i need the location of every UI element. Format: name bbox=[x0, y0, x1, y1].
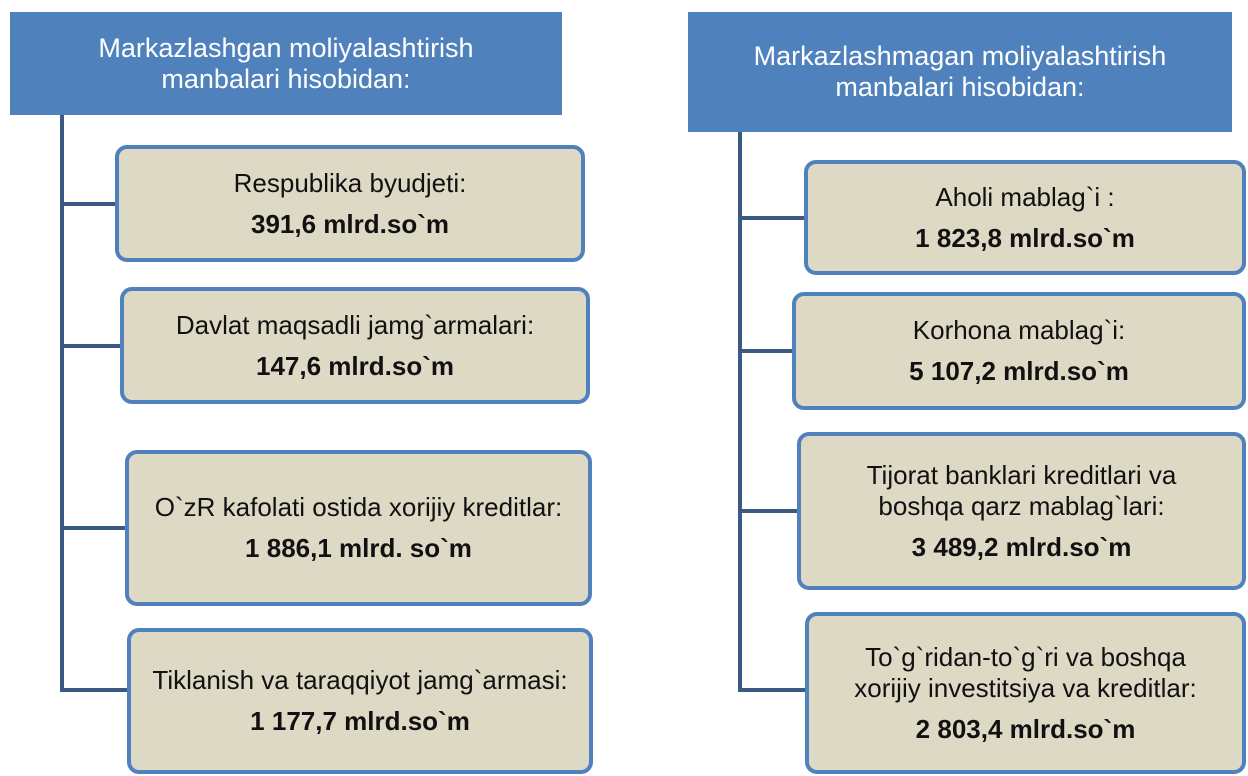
connector bbox=[738, 349, 792, 353]
connector bbox=[738, 215, 804, 220]
source-box: O`zR kafolati ostida xorijiy kreditlar: 1… bbox=[125, 450, 592, 606]
source-box: Aholi mablag`i : 1 823,8 mlrd.so`m bbox=[804, 160, 1246, 275]
source-label: Davlat maqsadli jamg`armalari: bbox=[175, 309, 535, 340]
connector bbox=[60, 688, 127, 692]
source-label: Aholi mablag`i : bbox=[935, 181, 1115, 212]
connector bbox=[60, 526, 125, 530]
connector bbox=[738, 509, 797, 513]
source-amount: 1 177,7 mlrd.so`m bbox=[250, 706, 470, 736]
connector bbox=[60, 343, 120, 348]
source-box: Korhona mablag`i: 5 107,2 mlrd.so`m bbox=[792, 292, 1246, 410]
connector bbox=[60, 115, 64, 692]
source-amount: 3 489,2 mlrd.so`m bbox=[911, 531, 1132, 562]
source-label: Korhona mablag`i: bbox=[912, 315, 1126, 345]
source-amount: 391,6 mlrd.so`m bbox=[251, 208, 449, 239]
source-label: Tijorat banklari kreditlari va boshqa qa… bbox=[866, 459, 1177, 521]
column-header: Markazlashmagan moliyalashtirish manbala… bbox=[688, 12, 1232, 132]
source-label: Tiklanish va taraqqiyot jamg`armasi: bbox=[152, 665, 568, 695]
source-box: Respublika byudjeti: 391,6 mlrd.so`m bbox=[115, 145, 585, 262]
source-box: Tijorat banklari kreditlari va boshqa qa… bbox=[797, 432, 1246, 590]
connector bbox=[738, 132, 742, 692]
source-label: To`g`ridan-to`g`ri va boshqa xorijiy inv… bbox=[854, 641, 1197, 703]
source-box: Davlat maqsadli jamg`armalari: 147,6 mlrd… bbox=[120, 287, 590, 404]
source-amount: 5 107,2 mlrd.so`m bbox=[909, 356, 1129, 386]
connector bbox=[738, 688, 805, 692]
source-amount: 2 803,4 mlrd.so`m bbox=[915, 713, 1136, 744]
column-header: Markazlashgan moliyalashtirish manbalari… bbox=[10, 12, 562, 115]
source-amount: 1 823,8 mlrd.so`m bbox=[915, 222, 1135, 253]
source-box: To`g`ridan-to`g`ri va boshqa xorijiy inv… bbox=[805, 612, 1246, 774]
source-amount: 1 886,1 mlrd. so`m bbox=[245, 533, 472, 563]
source-label: O`zR kafolati ostida xorijiy kreditlar: bbox=[154, 492, 563, 522]
source-amount: 147,6 mlrd.so`m bbox=[256, 350, 454, 381]
source-label: Respublika byudjeti: bbox=[233, 167, 467, 198]
source-box: Tiklanish va taraqqiyot jamg`armasi: 1 17… bbox=[127, 628, 593, 774]
connector bbox=[60, 201, 115, 206]
